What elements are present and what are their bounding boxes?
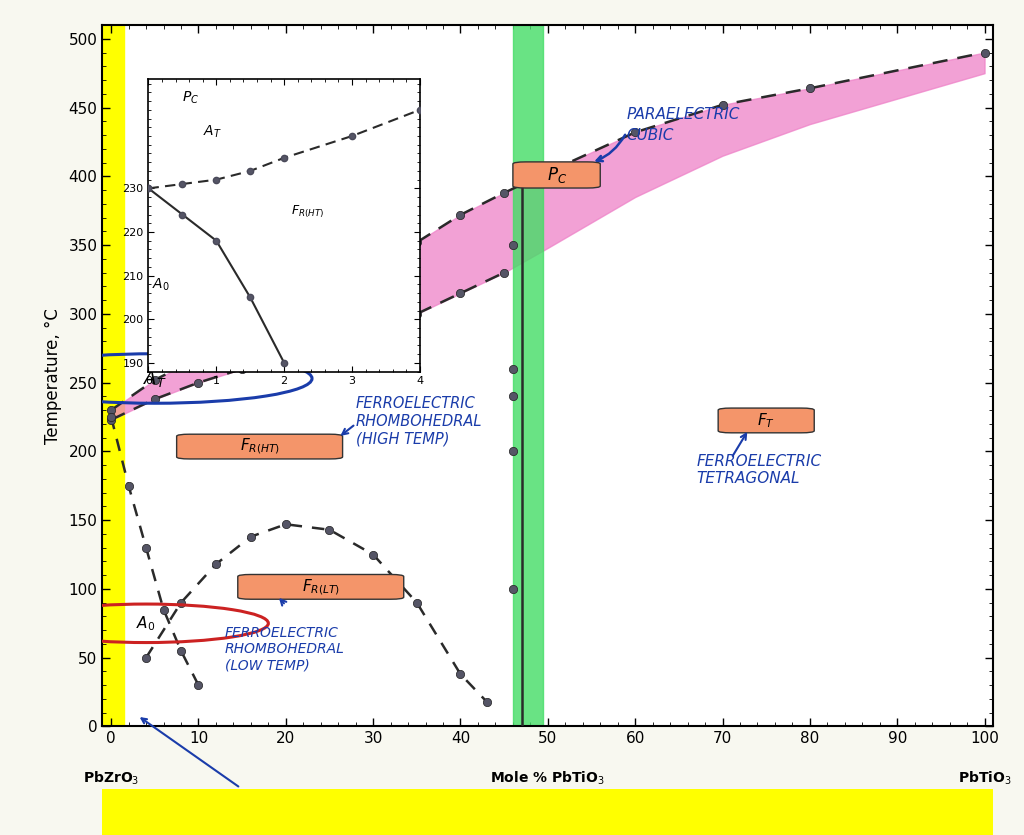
Text: $A_0$: $A_0$: [152, 276, 170, 293]
FancyBboxPatch shape: [513, 162, 600, 188]
Text: $A_T$: $A_T$: [143, 368, 167, 388]
Text: $A_T$: $A_T$: [203, 124, 221, 140]
Text: FERROELECTRIC: FERROELECTRIC: [355, 396, 475, 411]
Text: (LOW TEMP): (LOW TEMP): [224, 659, 309, 673]
Text: Mole % PbTiO$_3$: Mole % PbTiO$_3$: [490, 770, 605, 787]
Text: (HIGH TEMP): (HIGH TEMP): [355, 432, 450, 447]
Text: ANTIFERROELECTRIC
ORTHORHOMBIC: ANTIFERROELECTRIC ORTHORHOMBIC: [141, 718, 331, 819]
Text: FERROELECTRIC: FERROELECTRIC: [696, 453, 821, 468]
Text: $F_{R(LT)}$: $F_{R(LT)}$: [302, 577, 340, 597]
Text: RHOMBOHEDRAL: RHOMBOHEDRAL: [224, 642, 344, 656]
Text: PbTiO$_3$: PbTiO$_3$: [957, 770, 1012, 787]
Text: $F_{R(HT)}$: $F_{R(HT)}$: [291, 203, 325, 220]
Text: $F_T$: $F_T$: [757, 411, 775, 430]
Text: TETRAGONAL: TETRAGONAL: [696, 472, 800, 487]
Text: $P_C$: $P_C$: [547, 165, 566, 185]
Y-axis label: Temperature, °C: Temperature, °C: [44, 308, 61, 443]
Bar: [102, 25, 124, 726]
Text: CUBIC: CUBIC: [627, 128, 674, 143]
FancyBboxPatch shape: [718, 408, 814, 433]
Text: RHOMBOHEDRAL: RHOMBOHEDRAL: [355, 413, 482, 428]
Text: $F_{R(HT)}$: $F_{R(HT)}$: [240, 437, 280, 457]
Text: FERROELECTRIC: FERROELECTRIC: [224, 626, 339, 640]
Text: $P_C$: $P_C$: [182, 89, 200, 105]
FancyBboxPatch shape: [238, 574, 403, 600]
FancyBboxPatch shape: [176, 434, 343, 459]
Text: PARAELECTRIC: PARAELECTRIC: [627, 107, 739, 122]
Text: PbZrO$_3$: PbZrO$_3$: [83, 770, 139, 787]
Bar: [513, 25, 544, 726]
Text: $A_0$: $A_0$: [136, 614, 156, 633]
